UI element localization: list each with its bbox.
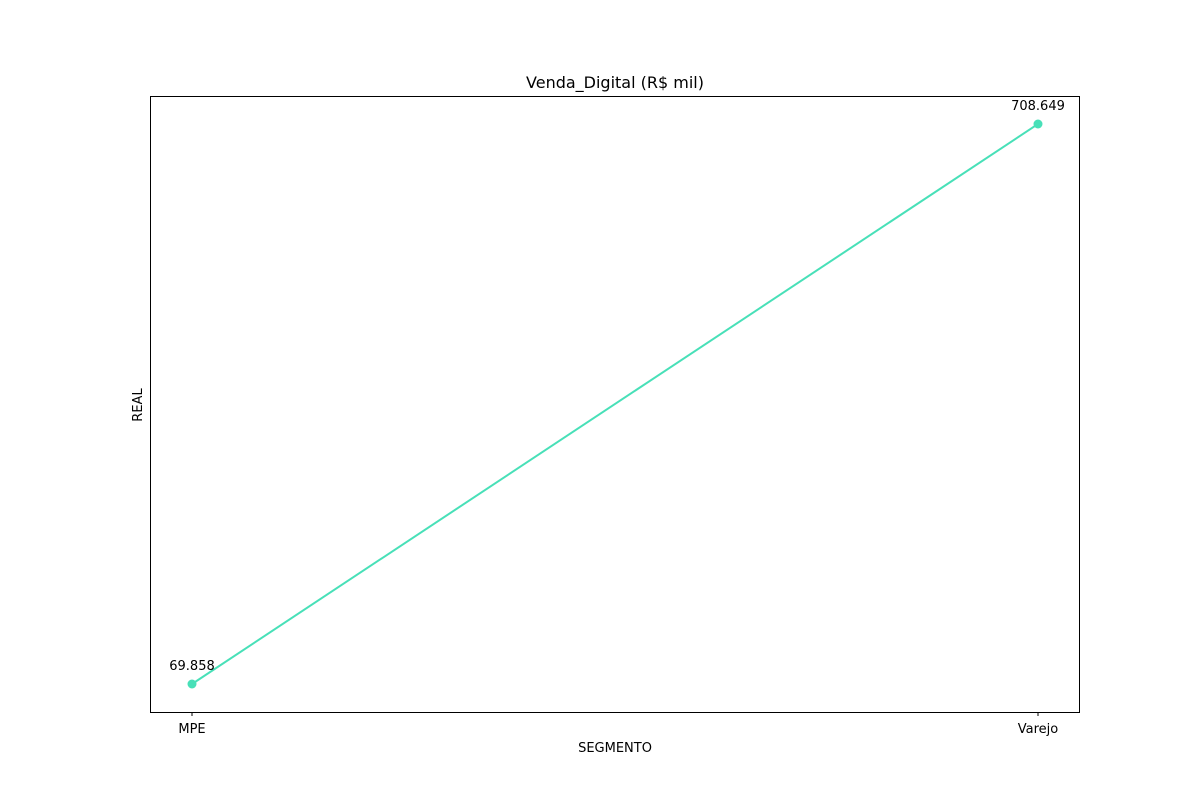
data-point — [187, 679, 197, 689]
y-axis-label: REAL — [131, 388, 146, 422]
x-axis-label: SEGMENTO — [578, 741, 652, 756]
data-label: 708.649 — [1011, 99, 1065, 114]
chart-title: Venda_Digital (R$ mil) — [526, 73, 704, 93]
series-layer: 69.858 708.649 — [169, 99, 1065, 689]
plot-area-frame — [150, 96, 1080, 713]
x-tick-label: MPE — [178, 722, 205, 737]
data-point — [1033, 119, 1043, 129]
x-tick-label: Varejo — [1018, 722, 1059, 737]
x-axis-ticks: MPE Varejo — [178, 712, 1058, 737]
series-line — [191, 123, 1039, 685]
data-label: 69.858 — [169, 659, 215, 674]
